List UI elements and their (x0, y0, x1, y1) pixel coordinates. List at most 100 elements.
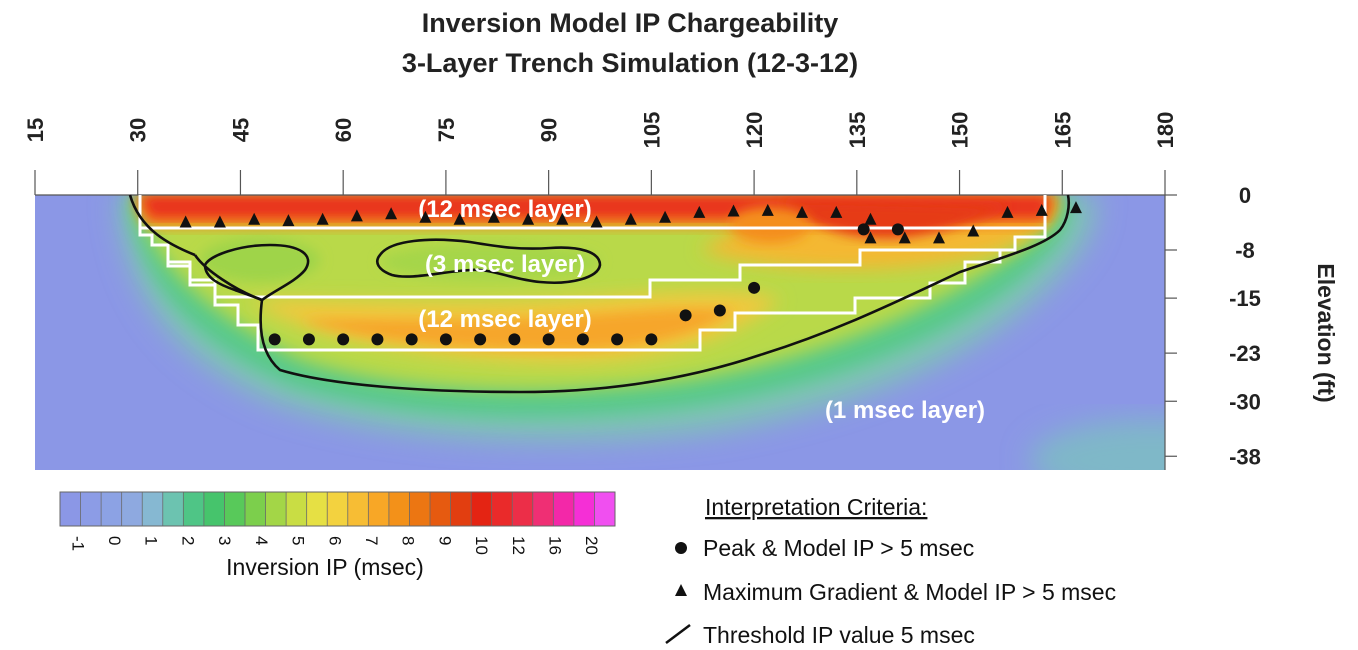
legend-line-marker (665, 624, 691, 644)
markers (179, 201, 1082, 346)
gradient-point (1001, 205, 1014, 218)
peak-point (679, 309, 692, 322)
colorbar-tick-label: 3 (215, 536, 234, 545)
y-tick-label: -30 (1229, 389, 1261, 414)
x-tick-label: 105 (639, 112, 664, 149)
gradient-point (898, 231, 911, 244)
colorbar-swatch (183, 492, 205, 526)
y-tick-label: -38 (1229, 444, 1261, 469)
colorbar-swatch (121, 492, 143, 526)
peak-point (857, 223, 870, 236)
peak-point (474, 333, 487, 346)
colorbar-frame (59, 491, 616, 527)
colorbar-tick-label: 2 (178, 536, 197, 545)
colorbar-tick-label: 10 (472, 536, 491, 555)
layer-label-top: (12 msec layer) (418, 196, 591, 223)
colorbar-swatch (162, 492, 184, 526)
y-tick-label: -8 (1235, 238, 1255, 263)
threshold-contour-mid (376, 238, 602, 284)
colorbar-tick-label: 8 (399, 536, 418, 545)
gradient-point (693, 205, 706, 218)
peak-point (645, 333, 658, 346)
x-tick-label: 150 (948, 112, 973, 149)
gradient-point (522, 212, 535, 225)
legend-item-peak: Peak & Model IP > 5 msec (703, 535, 974, 561)
chart-subtitle: 3-Layer Trench Simulation (12-3-12) (402, 48, 858, 78)
colorbar-tick-label: -1 (68, 536, 87, 551)
legend-triangle-marker (675, 584, 687, 596)
gradient-point (556, 212, 569, 225)
layer-label-bottom: (1 msec layer) (825, 397, 985, 424)
peak-point (508, 333, 521, 346)
heatmap-field (35, 195, 1165, 470)
x-axis: 15 30 45 60 75 90 105 120 135 150 165 180 (23, 112, 1178, 195)
peak-point (576, 333, 589, 346)
gradient-point (248, 212, 261, 225)
gradient-point (590, 215, 603, 228)
gradient-point (933, 231, 945, 244)
colorbar-tick-label: 0 (105, 536, 124, 545)
colorbar-swatch (80, 492, 102, 526)
colorbar-swatch (286, 492, 308, 526)
x-tick-label: 120 (742, 112, 767, 149)
threshold-contour-outer (128, 194, 1071, 394)
colorbar-swatch (430, 492, 452, 526)
gradient-point (624, 212, 637, 225)
colorbar-tick-label: 6 (325, 536, 344, 545)
colorbar-swatch (347, 492, 369, 526)
colorbar-tick-label: 9 (435, 536, 454, 545)
peak-point (713, 304, 726, 317)
x-tick-label: 75 (434, 118, 459, 142)
gradient-point (316, 212, 329, 225)
colorbar-swatch (60, 492, 82, 526)
peak-point (891, 223, 904, 236)
y-tick-label: 0 (1239, 183, 1251, 208)
y-axis: 0 -8 -15 -23 -30 -38 (1164, 183, 1261, 470)
peak-point (439, 333, 452, 346)
threshold-contours (128, 194, 1071, 394)
peak-point (748, 281, 761, 294)
x-tick-label: 45 (228, 118, 253, 142)
colorbar-tick-label: 16 (546, 536, 565, 555)
colorbar-swatch (594, 492, 616, 526)
colorbar-swatch (409, 492, 431, 526)
gradient-point (385, 207, 398, 220)
colorbar-swatch (471, 492, 493, 526)
colorbar-tick-label: 12 (509, 536, 528, 555)
peak-point (405, 333, 418, 346)
y-tick-label: -15 (1229, 286, 1261, 311)
peak-point (611, 333, 624, 346)
colorbar-swatch (450, 492, 472, 526)
gradient-point (1035, 203, 1048, 216)
colorbar-swatch (101, 492, 123, 526)
x-tick-label: 165 (1050, 112, 1075, 149)
peak-point (542, 333, 555, 346)
colorbar-swatch (553, 492, 575, 526)
colorbar-tick-label: 1 (142, 536, 161, 545)
colorbar-tick-label: 5 (289, 536, 308, 545)
colorbar-swatch (491, 492, 513, 526)
gradient-point (864, 231, 877, 244)
gradient-point (830, 205, 843, 218)
x-tick-label: 135 (845, 112, 870, 149)
colorbar-swatch (224, 492, 246, 526)
colorbar-swatch (265, 492, 287, 526)
gradient-point (453, 212, 466, 225)
colorbar-swatch (512, 492, 534, 526)
gradient-point (487, 210, 500, 223)
gradient-point (1069, 201, 1082, 214)
colorbar-tick-label: 7 (362, 536, 381, 545)
legend-item-gradient: Maximum Gradient & Model IP > 5 msec (703, 579, 1116, 605)
x-tick-label: 90 (537, 118, 562, 142)
legend-title: Interpretation Criteria: (705, 494, 927, 520)
x-tick-label: 60 (331, 118, 356, 142)
colorbar-swatch (142, 492, 164, 526)
colorbar-swatch (368, 492, 390, 526)
colorbar-tick-label: 4 (252, 536, 271, 545)
gradient-point (727, 204, 740, 217)
legend-circle-marker (675, 542, 687, 554)
gradient-point (350, 209, 363, 222)
colorbar-swatch (306, 492, 328, 526)
colorbar-tick-label: 20 (582, 536, 601, 555)
